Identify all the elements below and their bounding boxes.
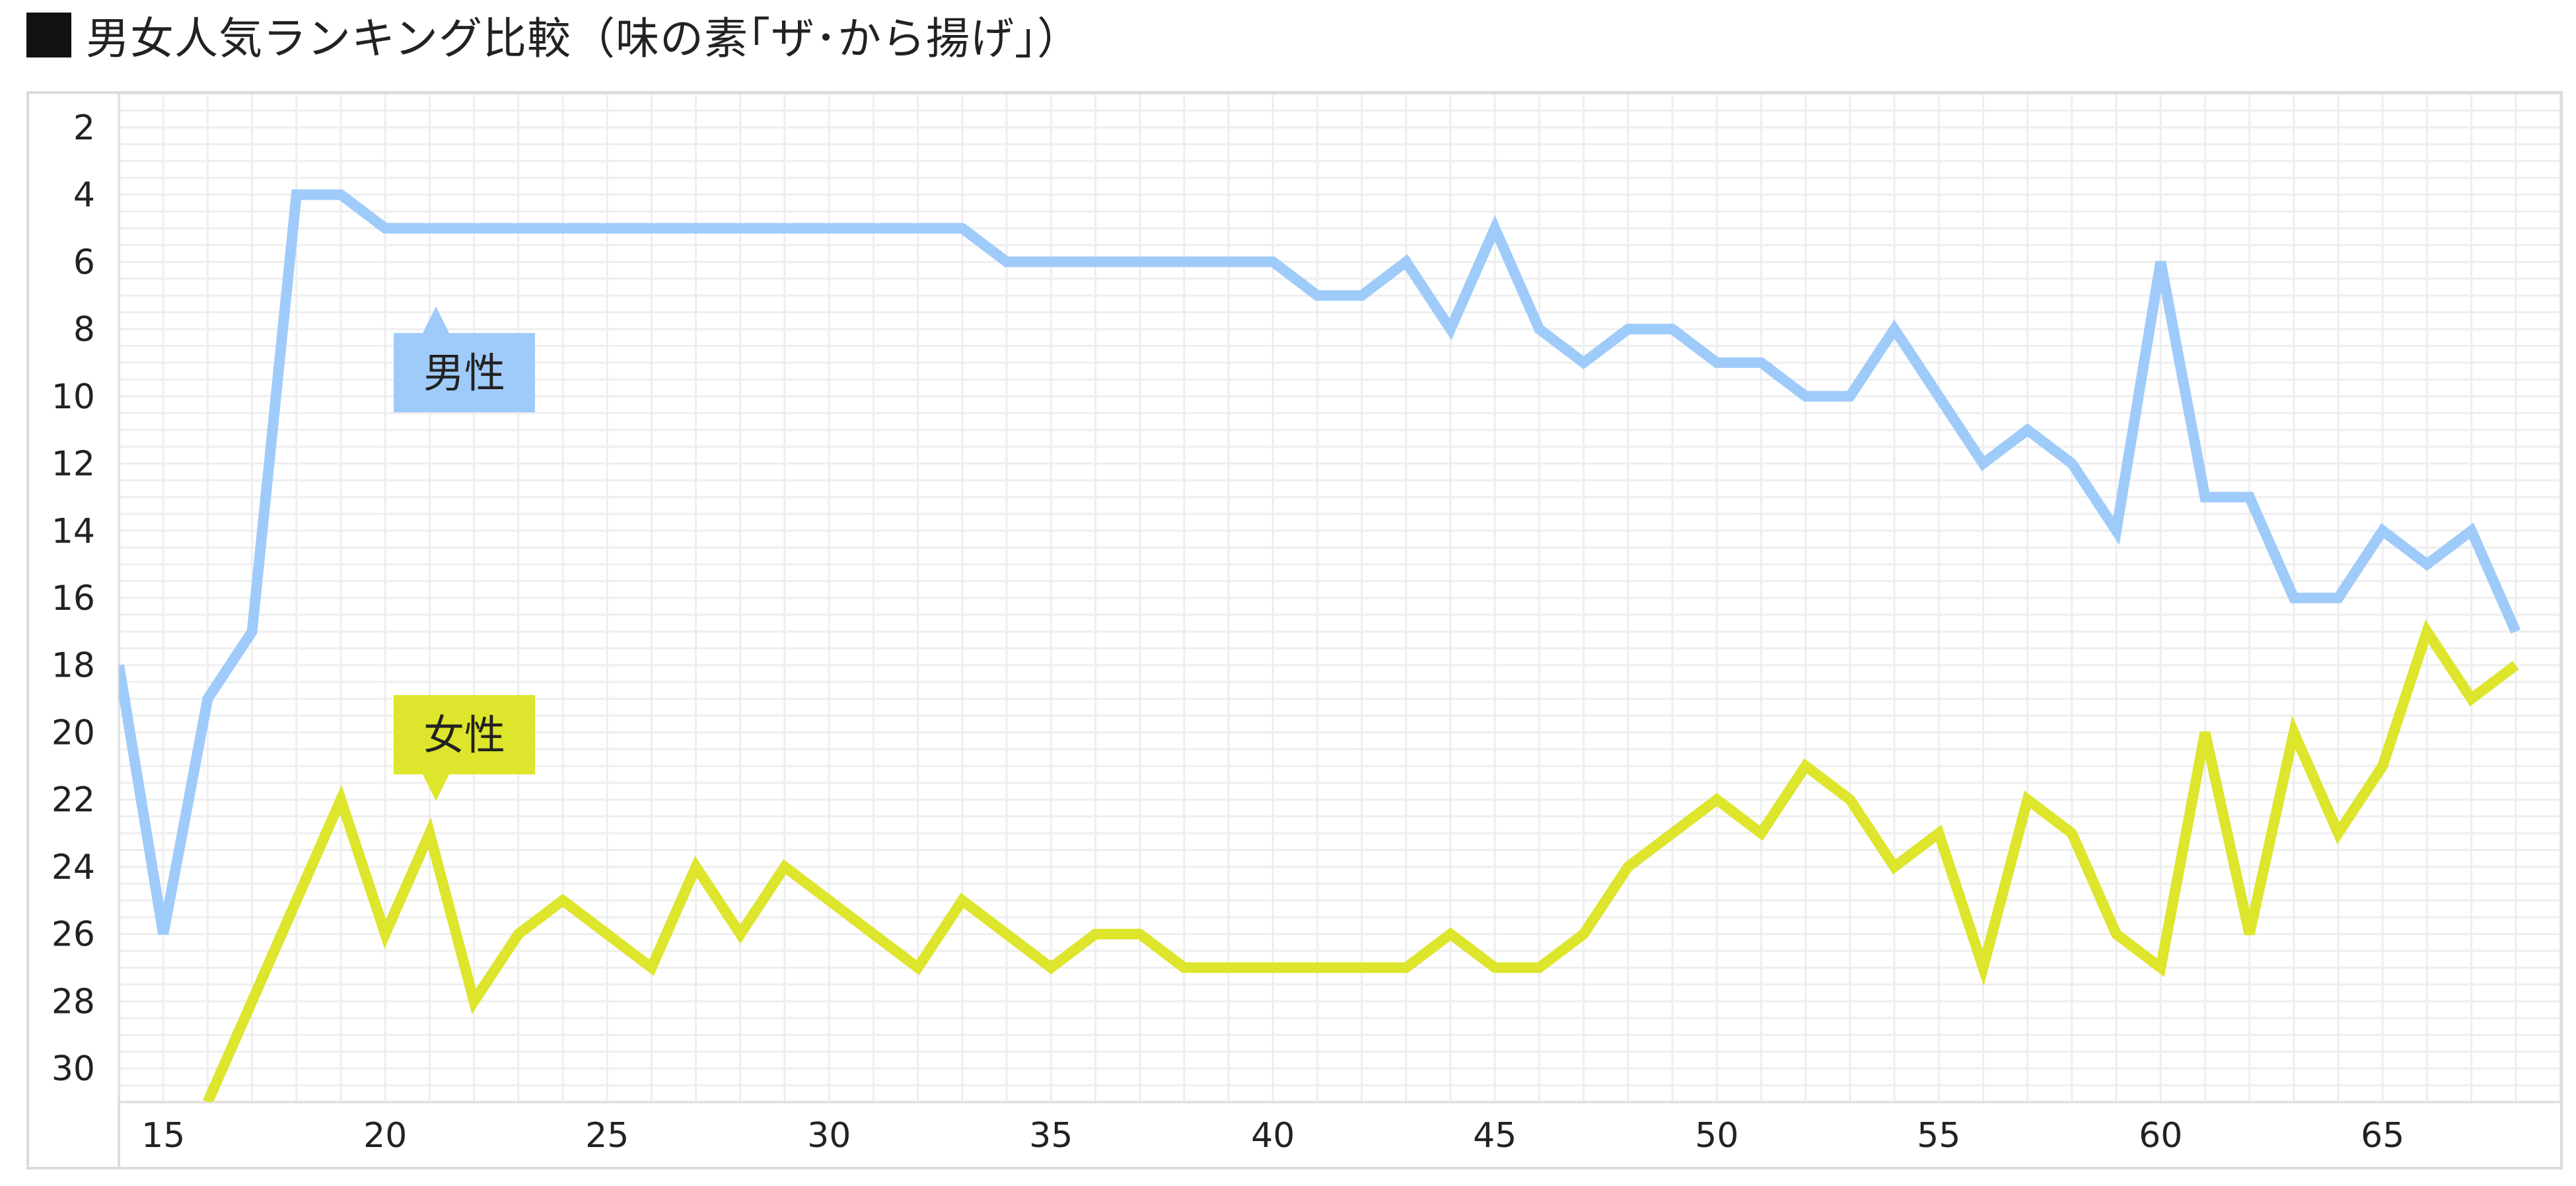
x-tick-label: 15 [141,1116,185,1156]
label-female: 女性 [423,711,505,759]
x-tick-label: 40 [1251,1116,1295,1156]
y-tick-label: 20 [52,713,95,753]
x-tick-label: 20 [363,1116,407,1156]
y-tick-label: 18 [52,646,95,686]
chart-frame: 2 4 6 8 10 12 14 16 18 20 22 24 26 28 30 15 20 25 30 35 40 45… [26,91,2563,1169]
y-tick-label: 6 [73,242,95,282]
y-tick-label: 24 [52,848,95,887]
y-tick-label: 10 [52,377,95,417]
label-box-female [394,695,535,774]
y-tick-label: 4 [73,176,95,215]
y-tick-label: 16 [52,579,95,618]
x-tick-label: 50 [1695,1116,1738,1156]
x-tick-label: 65 [2361,1116,2404,1156]
y-tick-label: 2 [73,108,95,148]
label-pointer-female [423,774,449,801]
x-tick-label: 60 [2139,1116,2182,1156]
title-square-icon [26,13,71,57]
label-pointer-male [423,307,449,333]
x-tick-label: 30 [807,1116,851,1156]
y-tick-label: 22 [52,780,95,820]
x-tick-label: 55 [1917,1116,1960,1156]
y-tick-label: 26 [52,915,95,955]
series-line-female [203,619,2519,1102]
x-tick-label: 25 [585,1116,629,1156]
y-tick-label: 12 [52,445,95,484]
y-tick-label: 14 [52,511,95,551]
label-male: 男性 [423,349,505,397]
y-tick-label: 8 [73,310,95,350]
x-tick-label: 35 [1029,1116,1073,1156]
series-line-male [119,189,2521,936]
y-tick-label: 30 [52,1049,95,1089]
x-tick-label: 45 [1473,1116,1517,1156]
chart-title-row: 男女人気ランキング比較（味の素｢ザ･から揚げ｣） [26,5,1081,65]
label-box-male [394,333,535,412]
chart-title: 男女人気ランキング比較（味の素｢ザ･から揚げ｣） [86,13,1082,64]
y-tick-label: 28 [52,982,95,1021]
